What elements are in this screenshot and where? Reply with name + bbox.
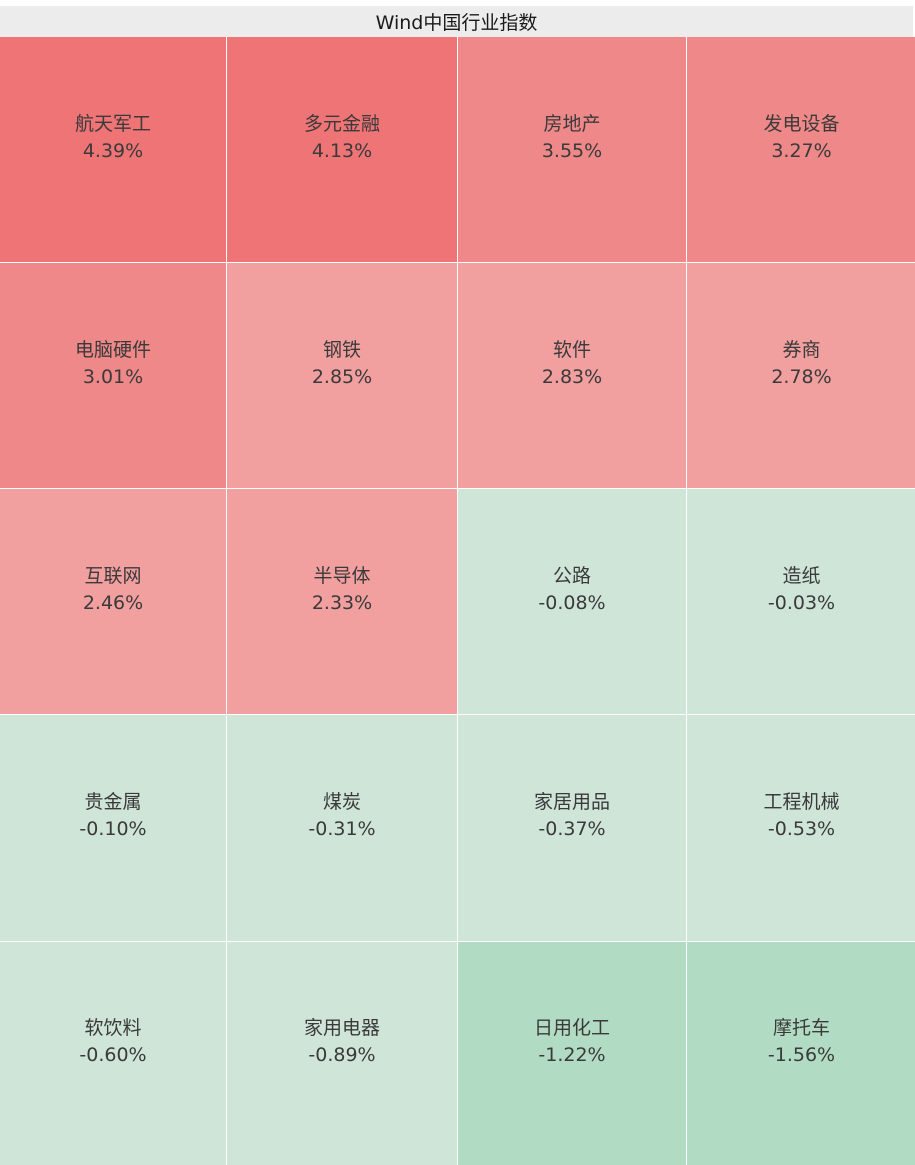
industry-tile[interactable]: 造纸 -0.03%: [687, 489, 915, 714]
industry-name: 家居用品: [533, 791, 610, 813]
industry-name: 工程机械: [763, 791, 840, 813]
industry-change: -0.10%: [79, 818, 147, 840]
industry-name: 日用化工: [533, 1016, 610, 1039]
industry-tile[interactable]: 公路 -0.08%: [458, 489, 686, 714]
industry-name: 贵金属: [84, 791, 142, 813]
industry-change: -1.22%: [538, 1043, 606, 1066]
industry-tile[interactable]: 家用电器 -0.89%: [227, 942, 457, 1165]
industry-tile[interactable]: 煤炭 -0.31%: [227, 715, 457, 941]
industry-change: -0.89%: [308, 1043, 376, 1066]
industry-name: 发电设备: [763, 112, 840, 135]
industry-change: -0.37%: [538, 818, 606, 840]
industry-name: 公路: [552, 564, 591, 587]
industry-name: 多元金融: [303, 112, 380, 135]
industry-tile[interactable]: 房地产 3.55%: [458, 37, 686, 262]
industry-tile[interactable]: 软饮料 -0.60%: [0, 942, 226, 1165]
industry-tile[interactable]: 半导体 2.33%: [227, 489, 457, 714]
industry-change: -0.31%: [308, 818, 376, 840]
industry-tile[interactable]: 工程机械 -0.53%: [687, 715, 915, 941]
industry-change: 4.13%: [311, 139, 373, 162]
industry-tile[interactable]: 互联网 2.46%: [0, 489, 226, 714]
industry-change: 3.27%: [771, 139, 832, 162]
industry-heatmap-grid: 航天军工 4.39% 多元金融 4.13% 房地产 3.55% 发电设备 3.2…: [0, 37, 915, 1165]
industry-name: 摩托车: [772, 1016, 830, 1039]
industry-change: 2.46%: [82, 591, 144, 614]
industry-tile[interactable]: 航天军工 4.39%: [0, 37, 226, 262]
industry-tile[interactable]: 发电设备 3.27%: [687, 37, 915, 262]
industry-tile[interactable]: 软件 2.83%: [458, 263, 686, 488]
industry-change: -0.53%: [767, 818, 836, 840]
industry-tile[interactable]: 多元金融 4.13%: [227, 37, 457, 262]
industry-change: -0.03%: [767, 591, 836, 614]
industry-name: 电脑硬件: [74, 338, 151, 361]
industry-tile[interactable]: 家居用品 -0.37%: [458, 715, 686, 941]
industry-change: 2.83%: [541, 365, 603, 388]
industry-tile[interactable]: 摩托车 -1.56%: [687, 942, 915, 1165]
industry-change: 2.85%: [311, 365, 373, 388]
industry-name: 造纸: [782, 564, 821, 587]
industry-change: 2.33%: [311, 591, 373, 614]
industry-name: 券商: [782, 338, 821, 361]
industry-change: 2.78%: [771, 365, 832, 388]
industry-change: 4.39%: [82, 139, 144, 162]
industry-change: -0.60%: [79, 1043, 147, 1066]
industry-change: -0.08%: [538, 591, 606, 614]
industry-tile[interactable]: 券商 2.78%: [687, 263, 915, 488]
industry-name: 钢铁: [322, 338, 361, 361]
industry-change: -1.56%: [767, 1043, 836, 1066]
industry-tile[interactable]: 电脑硬件 3.01%: [0, 263, 226, 488]
industry-name: 家用电器: [303, 1016, 380, 1039]
industry-name: 煤炭: [322, 791, 361, 813]
industry-name: 半导体: [313, 564, 371, 587]
industry-name: 互联网: [84, 564, 142, 587]
industry-change: 3.01%: [82, 365, 144, 388]
industry-name: 房地产: [543, 112, 601, 135]
industry-name: 航天军工: [74, 112, 151, 135]
industry-tile[interactable]: 日用化工 -1.22%: [458, 942, 686, 1165]
industry-name: 软饮料: [84, 1016, 142, 1039]
industry-tile[interactable]: 钢铁 2.85%: [227, 263, 457, 488]
industry-name: 软件: [552, 338, 591, 361]
industry-change: 3.55%: [541, 139, 603, 162]
heatmap-title: Wind中国行业指数: [0, 6, 913, 37]
industry-tile[interactable]: 贵金属 -0.10%: [0, 715, 226, 941]
